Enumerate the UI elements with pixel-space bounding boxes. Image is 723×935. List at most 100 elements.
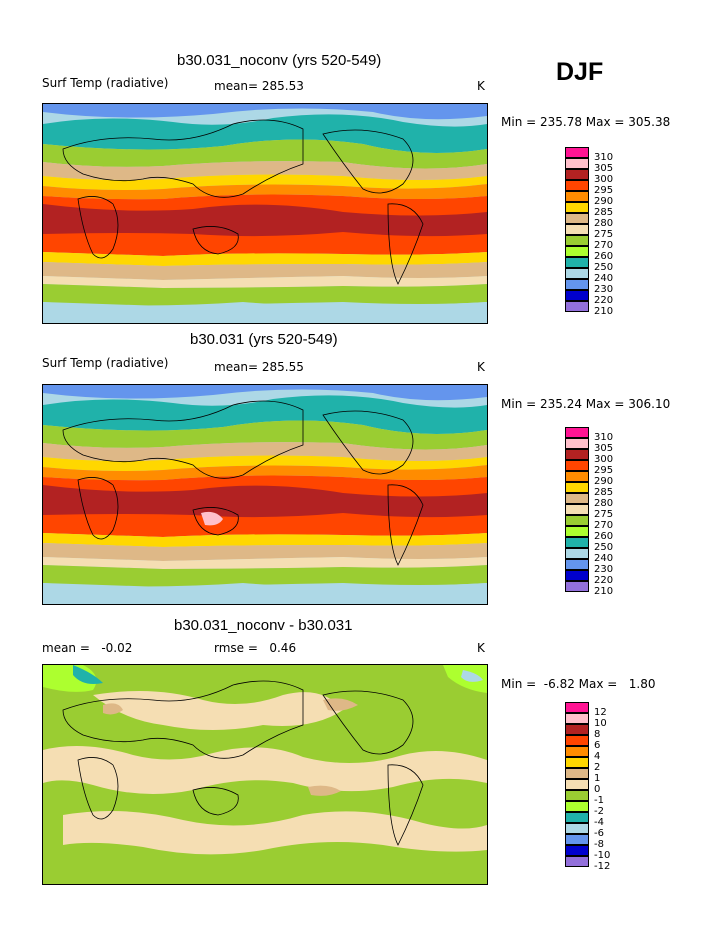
season-label: DJF: [556, 58, 604, 86]
legend-label: 230: [594, 284, 614, 295]
panel-3-mean: mean = -0.02: [42, 641, 133, 655]
legend-swatch: [565, 257, 589, 268]
temperature-map-2: [43, 385, 487, 604]
panel-1-map: [42, 103, 488, 324]
panel-2-map: [42, 384, 488, 605]
legend-label: 250: [594, 262, 614, 273]
legend-label: -4: [594, 817, 604, 828]
legend-label: 290: [594, 476, 614, 487]
legend-swatch: [565, 779, 589, 790]
legend-swatch: [565, 246, 589, 257]
legend-label: 310: [594, 152, 614, 163]
legend-swatch: [565, 213, 589, 224]
legend-label: -6: [594, 828, 604, 839]
panel-1-minmax: Min = 235.78 Max = 305.38: [501, 115, 671, 129]
legend-swatch: [565, 768, 589, 779]
legend-label: 295: [594, 465, 614, 476]
legend-swatch: [565, 548, 589, 559]
panel-3-map: [42, 664, 488, 885]
legend-swatch: [565, 147, 589, 158]
legend-swatch: [565, 823, 589, 834]
temperature-map-1: [43, 104, 487, 323]
legend-label: 0: [594, 784, 601, 795]
legend-swatch: [565, 702, 589, 713]
legend-swatch: [565, 268, 589, 279]
legend-label: 305: [594, 163, 614, 174]
legend-label: 275: [594, 229, 614, 240]
legend-label: 250: [594, 542, 614, 553]
legend-label: 2: [594, 762, 601, 773]
legend-label: 220: [594, 575, 614, 586]
panel-2-title: b30.031 (yrs 520-549): [190, 331, 338, 348]
legend-label: -8: [594, 839, 604, 850]
legend-swatch: [565, 581, 589, 592]
legend-label: 295: [594, 185, 614, 196]
legend-label: 280: [594, 218, 614, 229]
legend-label: 210: [594, 586, 614, 597]
legend-swatch: [565, 570, 589, 581]
legend-swatch: [565, 537, 589, 548]
legend-label: 305: [594, 443, 614, 454]
legend-swatch: [565, 169, 589, 180]
legend-swatch: [565, 801, 589, 812]
panel-1-units: K: [477, 79, 485, 93]
legend-swatch: [565, 191, 589, 202]
legend-swatch: [565, 290, 589, 301]
legend-swatch: [565, 438, 589, 449]
legend-swatch: [565, 559, 589, 570]
legend-swatch: [565, 746, 589, 757]
panel-3-title: b30.031_noconv - b30.031: [174, 617, 353, 634]
legend-label: 300: [594, 174, 614, 185]
legend-label: 210: [594, 306, 614, 317]
legend-swatch: [565, 460, 589, 471]
legend-swatch: [565, 235, 589, 246]
legend-label: 270: [594, 240, 614, 251]
legend-swatch: [565, 504, 589, 515]
legend-label: -10: [594, 850, 611, 861]
panel-2-mean: mean= 285.55: [214, 360, 304, 374]
legend-label: 280: [594, 498, 614, 509]
legend-swatch: [565, 526, 589, 537]
panel-3-minmax: Min = -6.82 Max = 1.80: [501, 677, 656, 691]
legend-label: 260: [594, 251, 614, 262]
legend-label: 300: [594, 454, 614, 465]
legend-swatch: [565, 224, 589, 235]
legend-label: 290: [594, 196, 614, 207]
panel-1-title: b30.031_noconv (yrs 520-549): [177, 52, 382, 69]
panel-3-units: K: [477, 641, 485, 655]
legend-swatch: [565, 713, 589, 724]
legend-swatch: [565, 279, 589, 290]
legend-label: 275: [594, 509, 614, 520]
legend-label: 1: [594, 773, 601, 784]
panel-1-left-label: Surf Temp (radiative): [42, 76, 169, 90]
legend-swatch: [565, 482, 589, 493]
legend-label: 6: [594, 740, 601, 751]
legend-label: 285: [594, 487, 614, 498]
panel-2-units: K: [477, 360, 485, 374]
legend-label: 4: [594, 751, 601, 762]
difference-map: [43, 665, 487, 884]
legend-swatch: [565, 757, 589, 768]
legend-label: 270: [594, 520, 614, 531]
legend-label: 10: [594, 718, 607, 729]
legend-label: 240: [594, 553, 614, 564]
legend-swatch: [565, 180, 589, 191]
legend-swatch: [565, 812, 589, 823]
legend-swatch: [565, 427, 589, 438]
legend-label: 12: [594, 707, 607, 718]
legend-label: -12: [594, 861, 611, 872]
panel-2-minmax: Min = 235.24 Max = 306.10: [501, 397, 671, 411]
legend-swatch: [565, 834, 589, 845]
legend-label: 240: [594, 273, 614, 284]
legend-swatch: [565, 493, 589, 504]
legend-swatch: [565, 301, 589, 312]
legend-label: 230: [594, 564, 614, 575]
panel-1-mean: mean= 285.53: [214, 79, 304, 93]
legend-swatch: [565, 471, 589, 482]
panel-2-left-label: Surf Temp (radiative): [42, 356, 169, 370]
legend-swatch: [565, 449, 589, 460]
legend-swatch: [565, 202, 589, 213]
legend-swatch: [565, 735, 589, 746]
legend-swatch: [565, 158, 589, 169]
legend-label: 220: [594, 295, 614, 306]
